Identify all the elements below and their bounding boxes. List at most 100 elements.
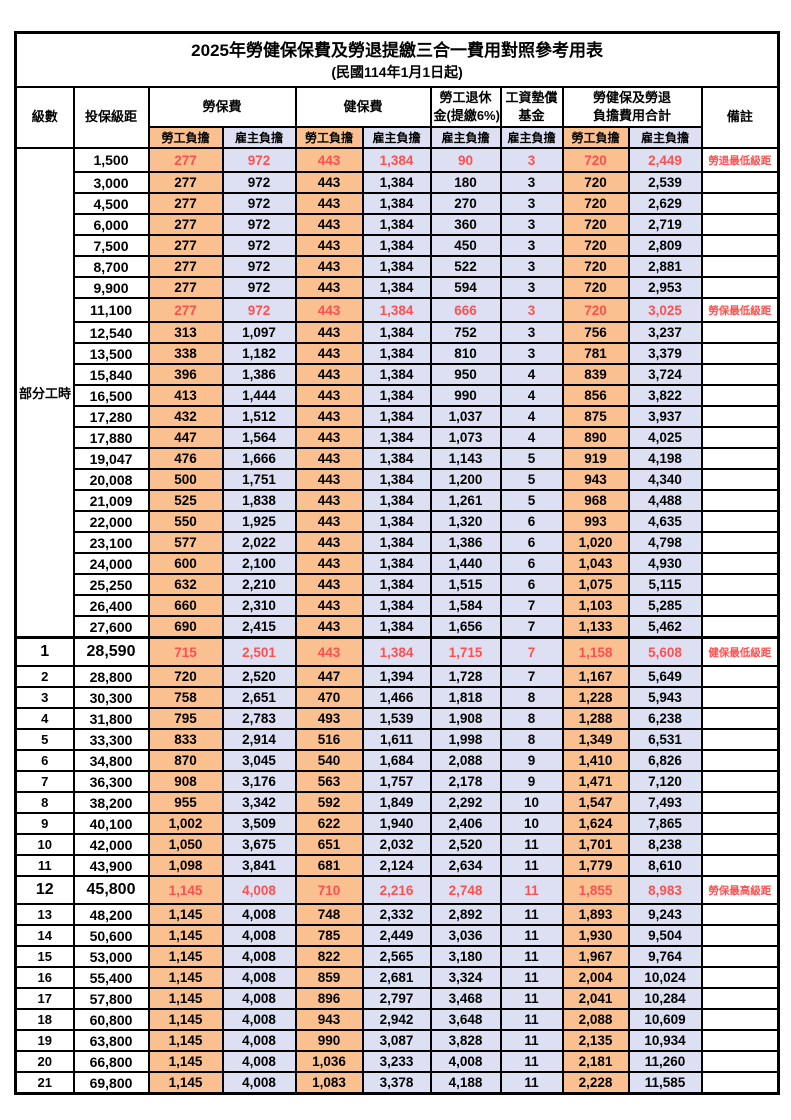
cell-labor-employer: 2,914 [221,728,297,751]
cell-health-employee: 443 [294,297,364,323]
cell-labor-employee: 1,145 [147,1071,224,1095]
cell-pension-employer: 950 [429,363,502,386]
table-row: 1 28,590 715 2,501 443 1,384 1,715 7 1,158 5,608 健… [14,636,780,667]
cell-total-employer: 2,953 [627,276,703,299]
cell-total-employee: 1,167 [561,665,630,688]
cell-fund-employer: 3 [499,255,564,278]
cell-fund-employer: 3 [499,234,564,257]
cell-total-employer: 4,798 [627,531,703,554]
table-row: 2 28,800 720 2,520 447 1,394 1,728 7 1,167 5,649 [14,665,780,688]
cell-total-employer: 4,340 [627,468,703,491]
table-row: 12,540 313 1,097 443 1,384 752 3 756 3,237 [16,321,780,344]
header-pension: 勞工退休 金(提繳6%) [429,86,502,128]
table-row: 19,047 476 1,666 443 1,384 1,143 5 919 4,198 [16,447,780,470]
cell-pension-employer: 4,008 [429,1050,502,1073]
cell-health-employer: 1,384 [361,552,432,575]
subheader-labor-employer: 雇主負擔 [221,126,297,149]
cell-health-employer: 2,565 [361,945,432,968]
cell-pension-employer: 752 [429,321,502,344]
cell-note [700,854,780,877]
table-row: 27,600 690 2,415 443 1,384 1,656 7 1,133 5,462 [16,615,780,639]
cell-labor-employer: 4,008 [221,903,297,926]
cell-total-employer: 2,881 [627,255,703,278]
cell-health-employer: 1,384 [361,489,432,512]
cell-labor-employee: 660 [147,594,224,617]
cell-fund-employer: 5 [499,447,564,470]
cell-labor-employee: 313 [147,321,224,344]
cell-pension-employer: 90 [429,147,502,173]
cell-pension-employer: 1,143 [429,447,502,470]
cell-total-employer: 2,629 [627,192,703,215]
cell-labor-employer: 3,509 [221,812,297,835]
cell-health-employer: 1,384 [361,615,432,639]
cell-pension-employer: 2,406 [429,812,502,835]
cell-fund-employer: 11 [499,1008,564,1031]
cell-fund-employer: 3 [499,342,564,365]
table-row: 23,100 577 2,022 443 1,384 1,386 6 1,020 4,798 [16,531,780,554]
cell-total-employer: 2,539 [627,171,703,194]
cell-total-employer: 3,379 [627,342,703,365]
cell-pension-employer: 1,998 [429,728,502,751]
cell-labor-employer: 4,008 [221,875,297,905]
cell-health-employer: 1,384 [361,297,432,323]
cell-total-employer: 4,025 [627,426,703,449]
cell-health-employer: 2,681 [361,966,432,989]
cell-health-employer: 1,384 [361,573,432,596]
cell-total-employee: 2,041 [561,987,630,1010]
cell-total-employer: 4,635 [627,510,703,533]
cell-pension-employer: 2,178 [429,770,502,793]
cell-labor-employee: 908 [147,770,224,793]
cell-health-employee: 443 [294,573,364,596]
cell-total-employer: 2,449 [627,147,703,173]
cell-note [700,966,780,989]
cell-health-employer: 3,233 [361,1050,432,1073]
cell-total-employee: 720 [561,276,630,299]
table-row: 14 50,600 1,145 4,008 785 2,449 3,036 11 1,930 9,… [14,924,780,947]
cell-bracket: 69,800 [72,1071,150,1095]
cell-pension-employer: 1,037 [429,405,502,428]
cell-note [700,833,780,856]
cell-fund-employer: 3 [499,321,564,344]
cell-fund-employer: 7 [499,665,564,688]
header-total-line1: 勞健保及勞退 [592,89,671,105]
cell-labor-employer: 3,045 [221,749,297,772]
cell-health-employee: 443 [294,594,364,617]
cell-bracket: 63,800 [72,1029,150,1052]
cell-note [700,924,780,947]
header-total-line2: 負擔費用合計 [592,108,671,123]
cell-labor-employer: 2,415 [221,615,297,639]
cell-health-employer: 2,797 [361,987,432,1010]
cell-bracket: 60,800 [72,1008,150,1031]
cell-note: 勞退最低級距 [700,147,780,173]
cell-pension-employer: 1,515 [429,573,502,596]
cell-bracket: 50,600 [72,924,150,947]
cell-total-employee: 781 [561,342,630,365]
cell-total-employee: 875 [561,405,630,428]
cell-labor-employee: 396 [147,363,224,386]
cell-health-employee: 681 [294,854,364,877]
cell-labor-employer: 3,675 [221,833,297,856]
cell-health-employee: 443 [294,531,364,554]
cell-bracket: 25,250 [72,573,150,596]
cell-level: 7 [14,770,75,793]
cell-labor-employer: 972 [221,192,297,215]
cell-bracket: 42,000 [72,833,150,856]
cell-bracket: 30,300 [72,686,150,709]
cell-total-employer: 6,238 [627,707,703,730]
cell-note [700,552,780,575]
cell-pension-employer: 1,261 [429,489,502,512]
cell-total-employee: 968 [561,489,630,512]
cell-pension-employer: 594 [429,276,502,299]
table-row: 16,500 413 1,444 443 1,384 990 4 856 3,822 [16,384,780,407]
subheader-labor-employee: 勞工負擔 [147,126,224,149]
cell-fund-employer: 6 [499,510,564,533]
cell-bracket: 31,800 [72,707,150,730]
cell-pension-employer: 3,036 [429,924,502,947]
subheader-fund-employer: 雇主負擔 [499,126,564,149]
cell-health-employee: 443 [294,213,364,236]
subheader-total-employee: 勞工負擔 [561,126,630,149]
cell-bracket: 4,500 [72,192,150,215]
cell-health-employer: 1,384 [361,531,432,554]
cell-total-employer: 8,983 [627,875,703,905]
cell-health-employer: 1,940 [361,812,432,835]
